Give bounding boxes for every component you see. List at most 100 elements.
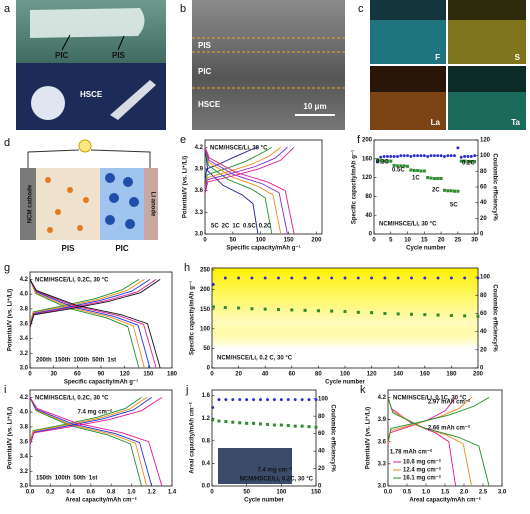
panel-b: b PIS PIC HSCE 10 μm [180,0,345,130]
y-tick-label: 120 [362,175,373,181]
y-tick-label: 0.0 [202,484,211,490]
x-tick-label: 100 [276,490,287,496]
chart-title: NCM/HSCE/Li, 30 °C [379,222,437,228]
panel-letter: k [360,384,366,396]
point [223,306,227,310]
annotation: 7.4 mg cm⁻² [77,409,112,416]
x-axis-label: Specific capacity/mAh g⁻¹ [226,245,300,252]
map [448,92,526,130]
curve [29,397,163,487]
point [290,308,294,312]
y2-axis-label: Coulombic efficiency/% [329,404,335,472]
label: PIC [198,67,212,76]
point [392,163,396,167]
point [463,154,467,158]
point [436,313,440,317]
panel-letter: a [4,3,11,15]
y-tick-label: 0.4 [202,461,211,467]
y-tick-label: 3.3 [195,210,204,216]
y2-tick-label: 120 [480,138,491,144]
y-tick-label: 3.6 [195,188,204,194]
point [392,154,396,158]
annotation: 5C [450,203,458,209]
y2-axis-label: Coulombic efficiency/% [491,284,497,352]
point [211,405,215,409]
x-tick-label: 100 [340,372,351,378]
legend-item: 1st [107,358,116,364]
point [303,276,307,280]
point [238,421,242,425]
point [402,164,406,168]
panel-letter: c [358,3,364,15]
cathode [20,168,36,240]
point [252,398,256,402]
point [463,314,467,318]
y-tick-label: 200 [362,138,373,144]
x-tick-label: 0 [210,490,214,496]
point [224,398,228,402]
point [259,398,263,402]
point [419,169,423,173]
y2-tick-label: 80 [480,293,487,299]
x-tick-label: 3.0 [498,490,507,496]
point [382,154,386,158]
point [314,425,318,429]
x-tick-label: 2.5 [479,490,488,496]
point [416,154,420,158]
point [383,276,387,280]
y2-tick-label: 0 [480,232,484,238]
point [436,177,440,181]
x-tick-label: 15 [421,238,428,244]
curve [387,396,490,487]
curve [204,146,273,235]
panel-letter: i [4,384,6,396]
x-axis-label: Cycle number [244,498,284,504]
point [456,189,460,193]
wire [90,149,151,168]
annotation: 2C [432,188,440,194]
element: Ta [511,118,520,127]
point [237,306,241,310]
point [314,398,318,402]
annotation: 1C [412,176,420,182]
curve [204,146,295,235]
point [416,169,420,173]
y-tick-label: 160 [362,156,373,162]
x-tick-label: 50 [243,490,250,496]
x-tick-label: 80 [315,372,322,378]
y-tick-label: 3.9 [378,417,387,423]
point [476,314,480,318]
point [469,160,473,164]
point [279,423,283,427]
legend-item: 200th [36,358,52,364]
point [453,189,457,193]
legend-item: 10.6 mg cm⁻² [403,459,441,466]
point [211,418,215,422]
legend-item: 0.2C [259,224,272,230]
y2-tick-label: 60 [480,185,487,191]
y-tick-label: 4.0 [20,292,29,298]
map [448,20,526,64]
y-axis-label: Areal capacity/mAh cm⁻² [189,402,196,473]
element: F [435,53,440,62]
y-tick-label: 100 [200,326,211,332]
point [293,424,297,428]
point [399,164,403,168]
point [429,154,433,158]
point [211,282,215,286]
point [459,155,463,159]
point [356,310,360,314]
point [473,154,477,158]
panel-letter: b [180,3,186,15]
y-tick-label: 0.8 [202,438,211,444]
point [449,313,453,317]
y2-tick-label: 40 [480,200,487,206]
x-tick-label: 40 [262,372,269,378]
x-tick-label: 150 [143,372,154,378]
x-tick-label: 25 [455,238,462,244]
x-axis-label: Cycle number [325,380,365,386]
x-tick-label: 1.0 [422,490,431,496]
label: PIC [115,244,129,253]
point [406,154,410,158]
x-tick-label: 2.0 [460,490,469,496]
